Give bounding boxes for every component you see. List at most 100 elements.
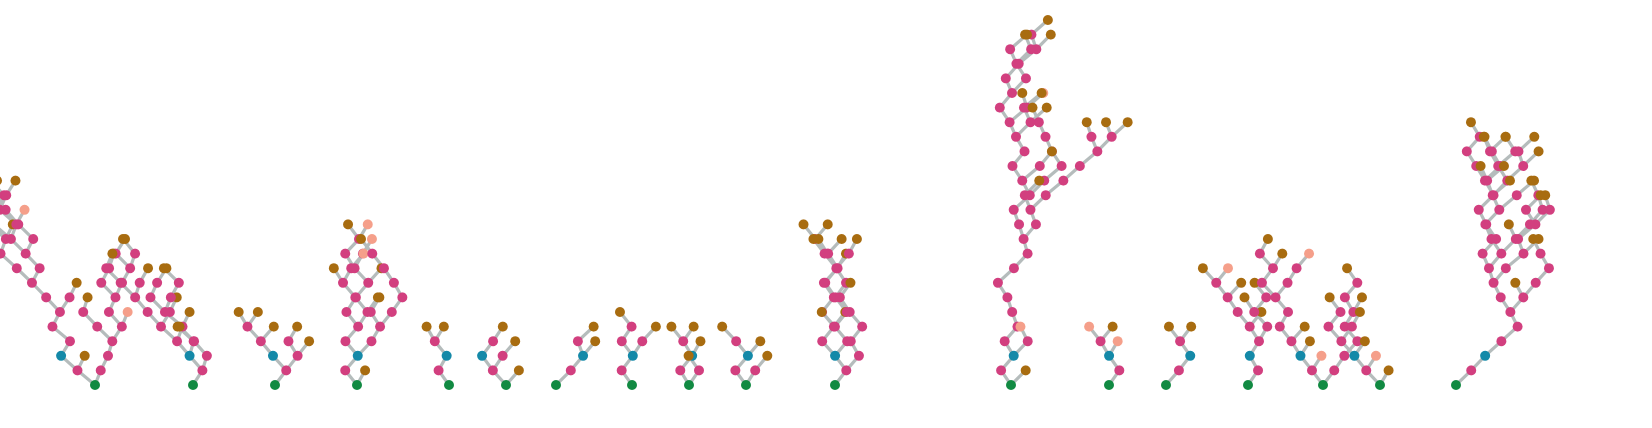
node bbox=[1034, 161, 1045, 171]
node bbox=[388, 277, 399, 288]
node bbox=[1011, 58, 1022, 69]
node bbox=[172, 336, 183, 347]
node bbox=[1026, 44, 1037, 55]
node bbox=[750, 365, 761, 376]
node bbox=[255, 336, 266, 347]
node bbox=[1510, 277, 1521, 288]
node bbox=[1466, 365, 1477, 376]
node bbox=[1526, 175, 1537, 186]
node bbox=[834, 292, 845, 303]
node bbox=[1335, 307, 1346, 317]
node bbox=[1504, 175, 1515, 186]
node bbox=[1352, 277, 1363, 288]
node bbox=[845, 277, 856, 288]
node bbox=[588, 321, 599, 332]
node bbox=[0, 248, 6, 259]
node bbox=[666, 321, 677, 332]
node bbox=[501, 380, 511, 390]
node bbox=[292, 350, 303, 361]
node bbox=[762, 350, 773, 361]
node bbox=[551, 380, 561, 390]
node bbox=[1304, 248, 1315, 259]
node bbox=[142, 307, 153, 317]
node bbox=[1483, 263, 1494, 274]
node bbox=[1008, 263, 1019, 274]
node bbox=[1197, 263, 1208, 274]
node bbox=[1095, 336, 1106, 347]
node bbox=[1274, 321, 1285, 332]
node bbox=[1518, 161, 1529, 171]
node bbox=[816, 307, 827, 317]
node bbox=[156, 321, 167, 332]
node bbox=[350, 292, 361, 303]
node bbox=[678, 336, 689, 347]
node bbox=[1254, 248, 1265, 259]
node bbox=[742, 350, 753, 361]
node bbox=[11, 263, 22, 274]
node bbox=[1528, 234, 1539, 244]
node bbox=[851, 234, 862, 244]
node bbox=[578, 350, 589, 361]
node bbox=[26, 277, 37, 288]
node bbox=[808, 234, 819, 244]
node bbox=[340, 336, 351, 347]
node bbox=[358, 248, 369, 259]
node bbox=[184, 350, 195, 361]
node bbox=[684, 380, 694, 390]
node bbox=[365, 307, 376, 317]
node bbox=[741, 380, 751, 390]
node bbox=[1299, 321, 1310, 332]
node bbox=[487, 365, 498, 376]
node bbox=[614, 307, 625, 317]
node bbox=[994, 102, 1005, 113]
node bbox=[1295, 350, 1306, 361]
node bbox=[352, 350, 363, 361]
node bbox=[1530, 219, 1541, 230]
node bbox=[1503, 219, 1514, 230]
node bbox=[54, 307, 65, 317]
node bbox=[116, 321, 127, 332]
node bbox=[1256, 307, 1267, 317]
node bbox=[1494, 204, 1505, 215]
node bbox=[438, 321, 449, 332]
node bbox=[64, 336, 75, 347]
node bbox=[1107, 321, 1118, 332]
node bbox=[572, 336, 583, 347]
node bbox=[95, 365, 106, 376]
node bbox=[695, 336, 706, 347]
node bbox=[353, 321, 364, 332]
node bbox=[1518, 248, 1529, 259]
node bbox=[717, 321, 728, 332]
node bbox=[92, 321, 103, 332]
node bbox=[1244, 321, 1255, 332]
node bbox=[102, 350, 113, 361]
node bbox=[71, 277, 82, 288]
node bbox=[363, 277, 374, 288]
node bbox=[830, 350, 841, 361]
node bbox=[366, 336, 377, 347]
node bbox=[1324, 292, 1335, 303]
node bbox=[1323, 321, 1334, 332]
node bbox=[159, 307, 170, 317]
node bbox=[1383, 365, 1394, 376]
node bbox=[28, 234, 39, 244]
node bbox=[1010, 131, 1021, 142]
node bbox=[352, 380, 362, 390]
node bbox=[1349, 350, 1360, 361]
node bbox=[731, 336, 742, 347]
node bbox=[1104, 380, 1114, 390]
node bbox=[1040, 131, 1051, 142]
node bbox=[1354, 307, 1365, 317]
node bbox=[1316, 350, 1327, 361]
node bbox=[1318, 380, 1328, 390]
node bbox=[992, 277, 1003, 288]
node bbox=[374, 292, 385, 303]
node bbox=[343, 219, 354, 230]
node bbox=[1480, 219, 1491, 230]
node bbox=[1485, 146, 1496, 157]
node bbox=[188, 380, 198, 390]
node bbox=[41, 292, 52, 303]
node bbox=[397, 292, 408, 303]
node bbox=[366, 234, 377, 244]
